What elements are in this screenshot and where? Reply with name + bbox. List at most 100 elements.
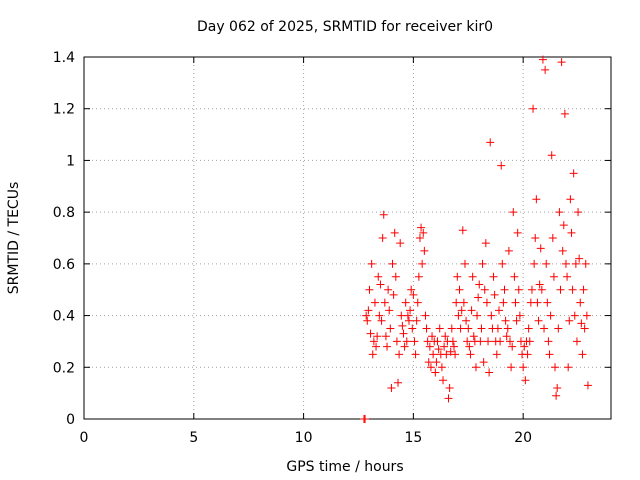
data-point <box>497 161 506 170</box>
data-point <box>418 259 427 268</box>
data-point <box>392 337 401 346</box>
data-point <box>485 368 494 377</box>
data-point <box>449 342 458 351</box>
data-point <box>404 316 413 325</box>
data-point <box>557 58 566 67</box>
data-points <box>359 55 592 423</box>
chart-title: Day 062 of 2025, SRMTID for receiver kir… <box>197 19 493 35</box>
data-point <box>364 306 373 315</box>
data-point <box>486 138 495 147</box>
data-point <box>372 342 381 351</box>
data-point <box>373 332 382 341</box>
data-point <box>575 254 584 263</box>
data-point <box>538 55 547 64</box>
data-point <box>459 298 468 307</box>
x-tick-label: 0 <box>80 430 89 446</box>
data-point <box>521 376 530 385</box>
data-point <box>386 324 395 333</box>
data-point <box>563 272 572 281</box>
y-tick-label: 0.8 <box>53 205 75 221</box>
data-point <box>419 228 428 237</box>
data-point <box>481 239 490 248</box>
x-axis-label: GPS time / hours <box>286 459 403 475</box>
data-point <box>377 316 386 325</box>
data-point <box>363 316 372 325</box>
data-point <box>367 259 376 268</box>
data-point <box>362 311 371 320</box>
data-point <box>439 376 448 385</box>
data-point <box>546 311 555 320</box>
data-point <box>519 363 528 372</box>
data-point <box>413 298 422 307</box>
data-point <box>569 169 578 178</box>
data-point <box>524 324 533 333</box>
data-point <box>565 316 574 325</box>
data-point <box>489 272 498 281</box>
data-point <box>407 285 416 294</box>
data-point <box>508 342 517 351</box>
data-point <box>502 332 511 341</box>
data-point <box>417 223 426 232</box>
data-point <box>424 358 433 367</box>
data-point <box>469 332 478 341</box>
data-point <box>571 259 580 268</box>
data-point <box>540 324 549 333</box>
data-point <box>582 311 591 320</box>
data-point <box>462 316 471 325</box>
data-point <box>458 226 467 235</box>
data-point <box>441 332 450 341</box>
grid <box>84 57 611 419</box>
data-point <box>527 285 536 294</box>
data-point <box>560 109 569 118</box>
data-point <box>444 394 453 403</box>
data-point <box>578 350 587 359</box>
data-point <box>505 337 514 346</box>
data-point <box>445 383 454 392</box>
data-point <box>553 383 562 392</box>
data-point <box>583 381 592 390</box>
data-point <box>437 363 446 372</box>
data-point <box>579 285 588 294</box>
data-point <box>446 347 455 356</box>
data-point <box>500 285 509 294</box>
data-point <box>498 259 507 268</box>
data-point <box>411 350 420 359</box>
data-point <box>384 285 393 294</box>
y-tick-label: 0.2 <box>53 360 75 376</box>
data-point <box>406 306 415 315</box>
data-point <box>473 311 482 320</box>
data-point <box>451 350 460 359</box>
data-point <box>551 363 560 372</box>
data-point <box>558 246 567 255</box>
data-point <box>464 324 473 333</box>
data-point <box>490 290 499 299</box>
data-point <box>370 298 379 307</box>
data-point <box>410 337 419 346</box>
data-point <box>499 298 508 307</box>
data-point <box>402 337 411 346</box>
data-point <box>478 259 487 268</box>
data-point <box>534 316 543 325</box>
y-tick-label: 1.2 <box>53 102 75 118</box>
data-point <box>368 350 377 359</box>
data-point <box>456 324 465 333</box>
data-point <box>556 285 565 294</box>
data-point <box>537 285 546 294</box>
data-point <box>387 383 396 392</box>
data-point <box>525 337 534 346</box>
data-point <box>381 332 390 341</box>
data-point <box>484 337 493 346</box>
data-point <box>574 208 583 217</box>
data-point <box>453 272 462 281</box>
data-point <box>530 259 539 268</box>
data-point <box>380 298 389 307</box>
data-point <box>394 378 403 387</box>
x-tick-label: 5 <box>189 430 198 446</box>
y-tick-label: 0 <box>66 412 75 428</box>
data-point <box>376 280 385 289</box>
data-point <box>479 358 488 367</box>
data-point <box>520 342 529 351</box>
data-point <box>547 151 556 160</box>
data-point <box>566 195 575 204</box>
data-point <box>577 319 586 328</box>
